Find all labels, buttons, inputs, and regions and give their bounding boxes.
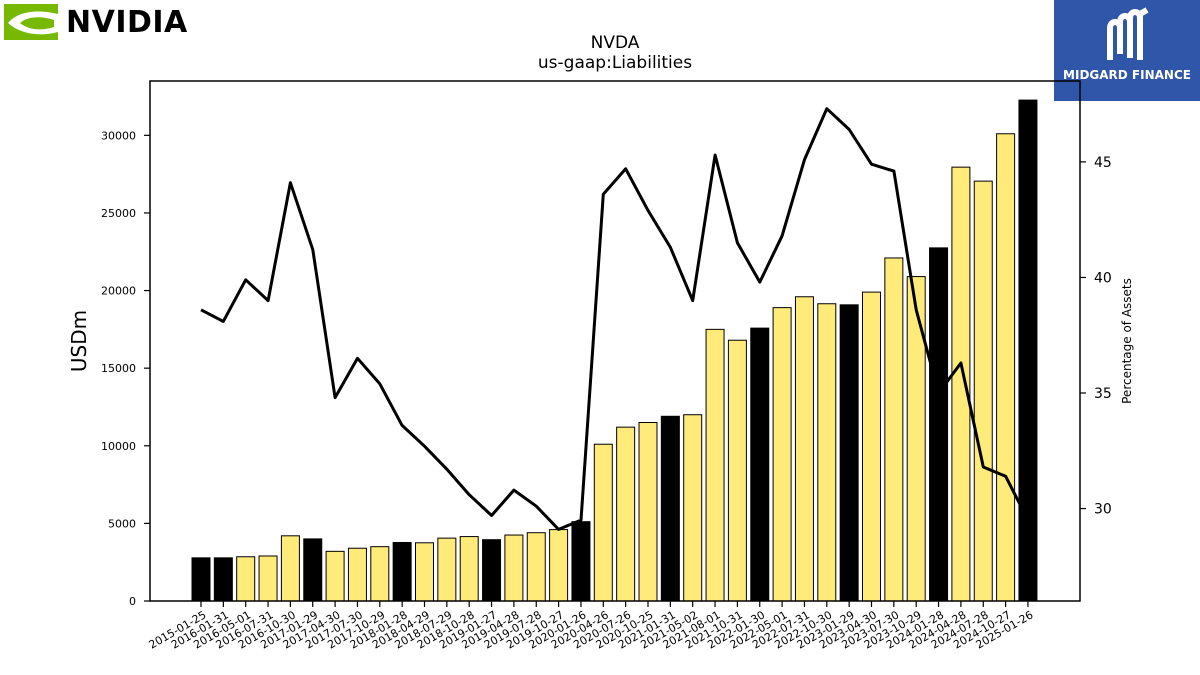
- left-axis-ticks: 0 5000 10000 15000 20000 25000 30000: [101, 129, 150, 608]
- bar-2020-07-26: [616, 426, 636, 602]
- x-axis-ticks: 2015-01-252016-01-312016-05-012016-07-31…: [147, 601, 1035, 652]
- y2-axis-label: Percentage of Assets: [1120, 278, 1134, 404]
- bar-2019-01-27: [482, 539, 502, 602]
- bar-2021-08-01: [705, 328, 725, 602]
- bar-2023-01-29: [839, 304, 859, 602]
- bar-2016-07-31: [258, 555, 278, 602]
- nvidia-logo: [4, 4, 58, 40]
- bar-2023-10-29: [906, 276, 926, 602]
- bar-2023-04-30: [862, 291, 881, 602]
- percentage-of-assets-line: [200, 107, 1030, 531]
- bar-2024-01-28: [929, 247, 949, 602]
- bar-2016-01-31: [213, 557, 233, 602]
- bar-2020-01-26: [571, 521, 591, 602]
- chart-title: NVDA: [591, 33, 640, 53]
- bar-2021-10-31: [727, 339, 747, 602]
- bar-2019-04-28: [504, 534, 524, 602]
- y2-tick-label: 30: [1094, 502, 1112, 518]
- y-axis-label: USDm: [67, 310, 91, 372]
- bar-2018-07-29: [437, 537, 457, 602]
- y2-tick-label: 45: [1094, 155, 1112, 171]
- bar-series: [191, 99, 1038, 602]
- y2-tick-label: 40: [1094, 270, 1112, 286]
- plot-frame: [149, 80, 1081, 602]
- bar-2020-10-25: [638, 421, 658, 602]
- bar-2019-10-27: [549, 529, 569, 602]
- bar-2022-05-01: [772, 307, 792, 602]
- bar-2019-07-28: [526, 532, 546, 602]
- bar-2017-04-30: [325, 550, 345, 602]
- y-tick-label: 5000: [108, 517, 136, 530]
- right-axis-ticks: 30 35 40 45: [1080, 155, 1112, 518]
- bar-2024-07-28: [973, 180, 993, 602]
- bar-2025-01-26: [1018, 99, 1038, 602]
- y-tick-label: 15000: [101, 362, 136, 375]
- bar-2015-01-25: [191, 557, 211, 602]
- bar-2018-01-28: [392, 541, 412, 602]
- bar-2022-07-31: [794, 296, 814, 602]
- bar-2020-04-26: [593, 443, 613, 602]
- bar-2018-10-28: [459, 536, 479, 602]
- y-tick-label: 10000: [101, 440, 136, 453]
- bar-2021-05-02: [683, 414, 703, 602]
- nvidia-eye-pupil: [29, 18, 39, 28]
- y-tick-label: 20000: [101, 285, 136, 298]
- bar-2021-01-31: [660, 415, 680, 602]
- bar-2023-07-30: [884, 257, 904, 602]
- midgard-finance-wordmark: MIDGARD FINANCE: [1063, 68, 1191, 82]
- y-tick-label: 30000: [101, 129, 136, 142]
- y2-tick-label: 35: [1094, 386, 1112, 402]
- chart-subtitle: us-gaap:Liabilities: [538, 53, 692, 73]
- bar-2017-07-30: [347, 547, 367, 602]
- line-series: [200, 107, 1030, 531]
- bar-2018-04-29: [415, 542, 434, 602]
- y-tick-label: 25000: [101, 207, 136, 220]
- y-tick-label: 0: [129, 595, 136, 608]
- bar-2017-10-29: [370, 546, 390, 602]
- bar-2016-10-30: [280, 535, 300, 602]
- nvidia-eye-swirl: [8, 11, 58, 35]
- bar-2017-01-29: [303, 538, 323, 602]
- bar-2024-10-27: [996, 133, 1016, 602]
- midgard-m-icon: [1107, 7, 1149, 60]
- nvidia-wordmark: NVIDIA: [66, 5, 188, 40]
- bar-2016-05-01: [236, 556, 256, 602]
- bar-2022-01-30: [750, 327, 770, 602]
- bar-2024-04-28: [951, 166, 971, 602]
- bar-2022-10-30: [817, 303, 837, 602]
- midgard-finance-logo: MIDGARD FINANCE: [1054, 0, 1200, 101]
